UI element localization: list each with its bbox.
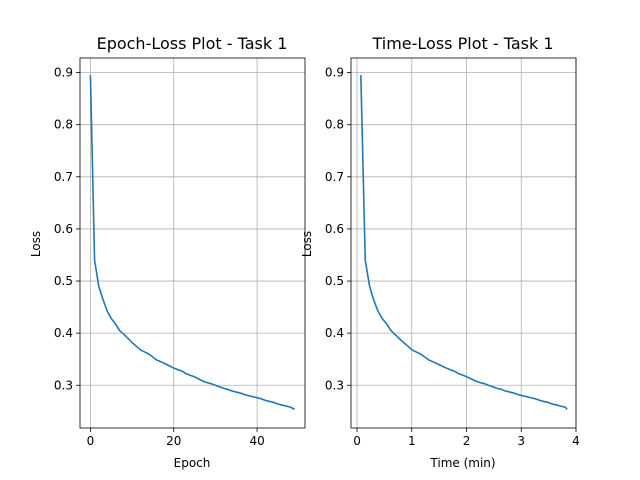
x-tick-label: 0 bbox=[87, 434, 95, 448]
loss-line bbox=[89, 75, 295, 410]
x-ticks: 0 20 40 bbox=[87, 428, 265, 448]
y-tick-label: 0.3 bbox=[325, 378, 344, 392]
grid bbox=[80, 58, 305, 428]
y-tick-label: 0.5 bbox=[54, 274, 73, 288]
chart-title: Time-Loss Plot - Task 1 bbox=[371, 34, 553, 53]
y-tick-label: 0.6 bbox=[325, 222, 344, 236]
y-tick-label: 0.8 bbox=[325, 118, 344, 132]
y-ticks: 0.3 0.4 0.5 0.6 0.7 0.8 0.9 bbox=[325, 66, 351, 392]
plot-frame bbox=[79, 57, 306, 429]
x-tick-label: 40 bbox=[249, 434, 264, 448]
y-tick-label: 0.3 bbox=[54, 378, 73, 392]
x-axis-label: Epoch bbox=[174, 456, 211, 470]
y-tick-label: 0.4 bbox=[54, 326, 73, 340]
x-tick-label: 4 bbox=[572, 434, 580, 448]
chart-title: Epoch-Loss Plot - Task 1 bbox=[97, 34, 288, 53]
y-tick-label: 0.9 bbox=[54, 66, 73, 80]
y-tick-label: 0.8 bbox=[54, 118, 73, 132]
y-tick-label: 0.6 bbox=[54, 222, 73, 236]
y-ticks: 0.3 0.4 0.5 0.6 0.7 0.8 0.9 bbox=[54, 66, 80, 392]
x-tick-label: 20 bbox=[166, 434, 181, 448]
x-tick-label: 0 bbox=[353, 434, 361, 448]
y-tick-label: 0.7 bbox=[325, 170, 344, 184]
y-tick-label: 0.5 bbox=[325, 274, 344, 288]
subplot-time-loss: Time-Loss Plot - Task 1 Time (min) Loss … bbox=[300, 34, 580, 470]
x-tick-label: 3 bbox=[517, 434, 525, 448]
x-axis-label: Time (min) bbox=[429, 456, 495, 470]
y-tick-label: 0.9 bbox=[325, 66, 344, 80]
y-axis-label: Loss bbox=[29, 231, 43, 257]
loss-line bbox=[360, 75, 568, 410]
subplot-epoch-loss: Epoch-Loss Plot - Task 1 Epoch Loss 0 20 4… bbox=[29, 34, 306, 470]
y-tick-label: 0.7 bbox=[54, 170, 73, 184]
x-ticks: 0 1 2 3 4 bbox=[353, 428, 580, 448]
x-tick-label: 2 bbox=[463, 434, 471, 448]
y-axis-label: Loss bbox=[300, 231, 314, 257]
x-tick-label: 1 bbox=[408, 434, 416, 448]
y-tick-label: 0.4 bbox=[325, 326, 344, 340]
plot-frame bbox=[350, 57, 577, 429]
